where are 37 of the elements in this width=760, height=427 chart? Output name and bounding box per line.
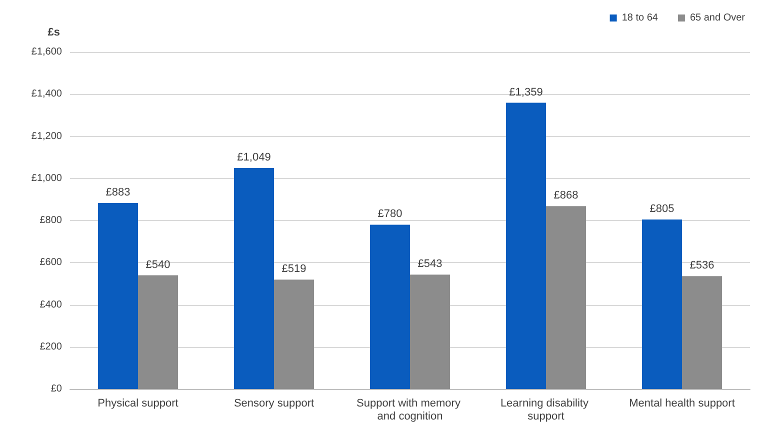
bar <box>546 206 586 389</box>
y-tick-label: £400 <box>40 299 62 310</box>
y-tick-label: £1,000 <box>31 172 62 184</box>
y-tick-label: £1,400 <box>31 88 62 100</box>
data-label: £536 <box>690 260 714 272</box>
data-label: £883 <box>106 186 130 199</box>
bar <box>682 276 722 389</box>
y-tick-label: £1,200 <box>31 130 62 142</box>
data-label: £868 <box>554 190 578 202</box>
y-tick-label: £800 <box>40 215 62 226</box>
legend-label: 18 to 64 <box>622 12 658 24</box>
bar <box>98 203 138 389</box>
data-label: £1,049 <box>237 152 271 164</box>
data-label: £543 <box>418 258 442 270</box>
x-tick-label: Learning disability support <box>500 398 592 422</box>
bar <box>642 219 682 389</box>
bar <box>234 168 274 389</box>
x-tick-label: Physical support <box>98 398 178 410</box>
data-label: £780 <box>378 208 402 220</box>
legend-label: 65 and Over <box>690 12 746 24</box>
data-label: £540 <box>146 258 170 271</box>
bar <box>370 224 410 389</box>
y-axis-title: £s <box>48 26 60 38</box>
y-tick-label: £200 <box>40 341 62 352</box>
bar <box>274 280 314 389</box>
x-tick-label: Support with memory and cognition <box>356 398 464 422</box>
y-tick-label: £0 <box>50 384 62 394</box>
y-tick-label: £600 <box>40 257 62 268</box>
bar <box>410 274 450 389</box>
x-tick-label: Mental health support <box>629 398 735 410</box>
bar <box>138 275 178 389</box>
y-tick-label: £1,600 <box>31 46 62 58</box>
x-tick-label: Sensory support <box>234 398 314 410</box>
data-label: £519 <box>282 263 306 276</box>
data-label: £1,359 <box>509 86 543 98</box>
bar <box>506 102 546 389</box>
data-label: £805 <box>650 202 674 215</box>
